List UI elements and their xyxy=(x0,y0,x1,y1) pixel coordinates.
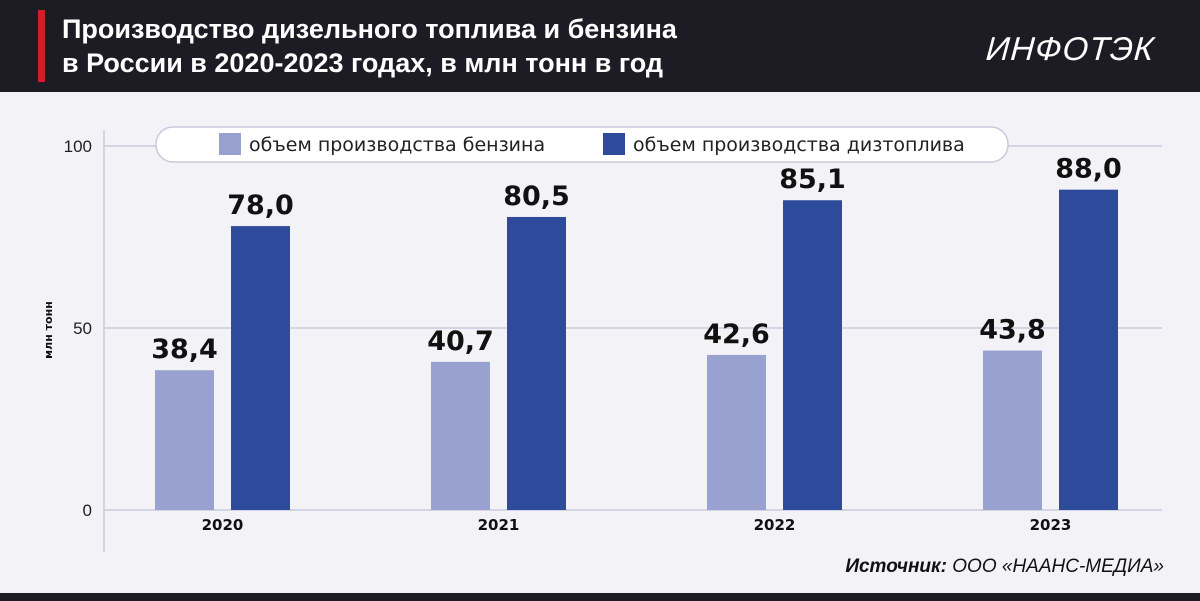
source-label: Источник: xyxy=(845,556,947,577)
value-label: 38,4 xyxy=(151,334,218,365)
value-label: 80,5 xyxy=(503,181,570,212)
y-tick-label: 50 xyxy=(73,319,92,338)
bottom-strip xyxy=(0,593,1200,601)
bar-2023-gasoline xyxy=(983,350,1042,510)
legend-label-diesel: объем производства дизтоплива xyxy=(633,134,965,156)
value-label: 42,6 xyxy=(703,319,770,350)
bar-2023-diesel xyxy=(1059,189,1118,510)
value-label: 78,0 xyxy=(227,190,294,221)
legend-swatch-gasoline xyxy=(219,133,241,155)
bar-2020-gasoline xyxy=(155,370,214,510)
legend-label-gasoline: объем производства бензина xyxy=(249,134,545,156)
bar-2021-diesel xyxy=(507,216,566,511)
bar-2022-gasoline xyxy=(707,354,766,510)
title-line-2: в России в 2020-2023 годах, в млн тонн в… xyxy=(62,48,664,78)
value-label: 40,7 xyxy=(427,326,494,357)
bar-2021-gasoline xyxy=(431,361,490,510)
x-tick-label-2021: 2021 xyxy=(478,516,520,534)
chart-title: Производство дизельного топлива и бензин… xyxy=(62,12,822,80)
category-labels: 2020 2021 2022 2023 xyxy=(202,516,1072,534)
bar-2022-diesel xyxy=(783,200,842,510)
header: Производство дизельного топлива и бензин… xyxy=(0,0,1200,92)
legend-swatch-diesel xyxy=(603,133,625,155)
legend-box xyxy=(155,126,1009,163)
bar-2020-diesel xyxy=(231,226,290,510)
value-label: 88,0 xyxy=(1055,154,1122,185)
x-tick-label-2022: 2022 xyxy=(754,516,796,534)
bars: 38,4 78,0 40,7 80,5 42,6 85,1 43,8 88,0 xyxy=(151,154,1122,511)
y-tick-label: 0 xyxy=(83,501,92,520)
value-label: 85,1 xyxy=(779,164,846,195)
x-tick-label-2020: 2020 xyxy=(202,516,244,534)
y-ticks: 0 50 100 xyxy=(64,137,92,520)
source-value: ООО «НААНС-МЕДИА» xyxy=(952,556,1164,577)
y-axis-label: млн тонн xyxy=(42,301,55,359)
accent-bar xyxy=(38,10,45,82)
legend: объем производства бензина объем произво… xyxy=(155,126,1009,163)
x-tick-label-2023: 2023 xyxy=(1030,516,1072,534)
title-line-1: Производство дизельного топлива и бензин… xyxy=(62,14,677,44)
source-note: Источник: ООО «НААНС-МЕДИА» xyxy=(845,556,1164,578)
value-label: 43,8 xyxy=(979,315,1046,346)
y-tick-label: 100 xyxy=(64,137,92,156)
